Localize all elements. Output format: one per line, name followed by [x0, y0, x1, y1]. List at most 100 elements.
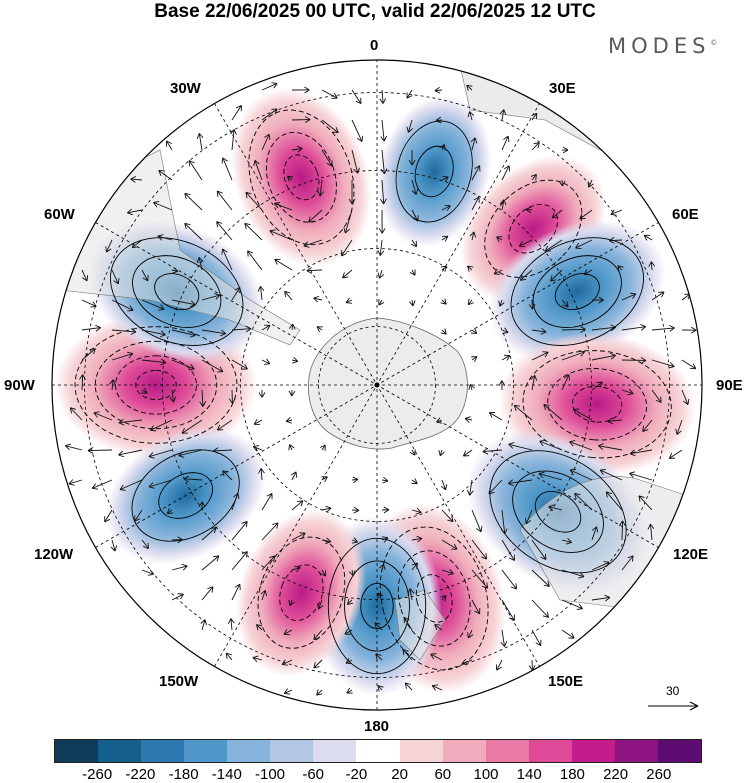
brand-mark: ©	[710, 39, 718, 47]
colorbar-tick-label: -260	[82, 766, 113, 783]
wind-arrow	[93, 411, 113, 421]
wind-arrow	[351, 149, 360, 174]
wind-arrow	[252, 655, 263, 663]
wind-arrow	[501, 135, 510, 151]
wind-arrow	[81, 299, 97, 308]
wind-arrow	[495, 659, 503, 671]
wind-arrow	[404, 682, 413, 691]
wind-arrow	[381, 476, 389, 484]
wind-arrow	[435, 116, 443, 124]
contour-line	[279, 564, 324, 621]
wind-arrow	[629, 471, 653, 481]
wind-arrow	[467, 298, 474, 306]
contour-lines	[74, 109, 672, 675]
wind-arrow	[273, 201, 293, 211]
wind-arrow	[402, 649, 413, 661]
wind-arrow	[198, 501, 206, 511]
wind-arrow	[257, 285, 265, 301]
wind-arrow	[471, 196, 480, 211]
wind-arrow	[253, 419, 263, 426]
label-lon-0: 0	[370, 37, 379, 54]
wind-arrow	[288, 323, 296, 331]
wind-arrow	[574, 492, 593, 511]
wind-arrow	[231, 286, 241, 301]
wind-arrow	[274, 258, 293, 271]
wind-arrow	[488, 412, 503, 421]
wind-arrow	[471, 509, 483, 533]
wind-arrow	[377, 592, 384, 601]
wind-arrow	[261, 522, 279, 541]
map-boundary	[51, 59, 703, 711]
wind-arrow	[558, 179, 566, 187]
south-pole-marker	[374, 382, 380, 388]
colorbar-swatch	[227, 740, 271, 762]
wind-arrow	[231, 521, 248, 541]
label-lon-90w: 90W	[4, 377, 35, 394]
wind-arrow	[467, 629, 474, 639]
colorbar-tick-label: 60	[434, 766, 452, 783]
wind-arrow	[230, 129, 237, 151]
wind-arrow	[378, 209, 386, 234]
wind-arrow	[260, 589, 267, 601]
wind-arrow	[348, 179, 356, 205]
wind-arrow	[496, 236, 503, 243]
wind-arrow	[321, 476, 328, 483]
wind-arrow	[119, 479, 143, 491]
wind-arrow	[110, 539, 118, 552]
wind-arrow	[261, 82, 278, 91]
wind-arrow	[201, 293, 221, 301]
anomaly-negative	[377, 95, 492, 248]
wind-arrow	[351, 89, 362, 105]
map-title: Base 22/06/2025 00 UTC, valid 22/06/2025…	[154, 1, 596, 22]
wind-arrow	[181, 419, 203, 434]
wind-arrow	[127, 208, 143, 216]
colorbar-tick-label: 260	[646, 766, 672, 783]
wind-arrow	[199, 389, 207, 407]
wind-arrow	[531, 351, 549, 361]
wind-arrow	[471, 539, 488, 560]
wind-arrow	[345, 657, 353, 664]
wind-arrow	[321, 89, 338, 99]
wind-arrow	[544, 239, 563, 252]
wind-arrow	[638, 495, 653, 511]
wind-arrow	[130, 176, 143, 183]
colorbar-tick-label: -220	[125, 766, 156, 783]
wind-arrow	[464, 416, 473, 423]
wind-arrow	[321, 149, 333, 167]
wind-arrow	[231, 104, 242, 121]
wind-arrow	[247, 250, 263, 271]
wind-arrow	[501, 599, 515, 621]
wind-arrow	[605, 491, 623, 511]
wind-arrow	[141, 269, 149, 282]
contour-line	[415, 574, 453, 623]
wind-arrow	[87, 447, 113, 454]
wind-arrow	[346, 598, 354, 605]
wind-arrow	[403, 617, 413, 631]
wind-arrow	[319, 444, 326, 451]
wind-arrow	[342, 269, 353, 279]
wind-arrow	[617, 265, 624, 272]
wind-arrow	[281, 659, 293, 666]
colorbar-swatch	[442, 740, 486, 762]
wind-arrow	[317, 599, 324, 610]
wind-arrow	[531, 327, 547, 335]
wind-arrow	[283, 688, 293, 695]
contour-line	[489, 450, 627, 574]
wind-arrow	[111, 328, 137, 335]
contour-line	[397, 550, 471, 647]
wind-arrow	[572, 408, 593, 421]
wind-arrow	[598, 443, 623, 451]
wind-arrow	[341, 239, 353, 257]
contour-line	[532, 255, 622, 328]
wind-arrow	[252, 445, 263, 452]
colorbar-swatch	[571, 740, 615, 762]
wind-arrow	[258, 468, 265, 481]
wind-arrow	[201, 555, 220, 571]
wind-arrow	[158, 170, 173, 181]
wind-arrow	[461, 658, 473, 666]
wind-arrow	[466, 84, 473, 91]
wind-arrow	[111, 269, 120, 285]
wind-arrow	[201, 586, 214, 601]
wind-arrow	[221, 248, 233, 271]
wind-arrow	[184, 222, 203, 241]
